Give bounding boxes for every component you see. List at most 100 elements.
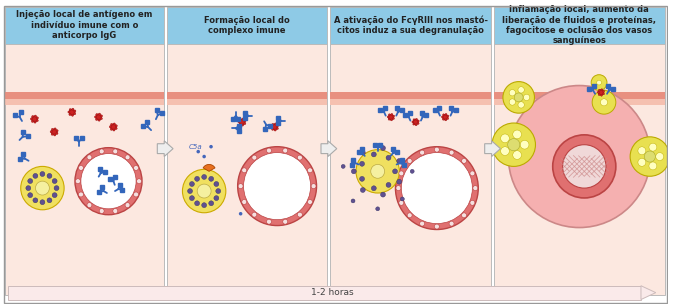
Circle shape xyxy=(417,120,419,122)
Circle shape xyxy=(36,117,38,119)
Circle shape xyxy=(401,152,472,224)
Circle shape xyxy=(244,122,246,124)
Circle shape xyxy=(197,184,211,198)
Circle shape xyxy=(462,158,466,163)
Circle shape xyxy=(311,184,316,188)
Circle shape xyxy=(72,108,74,110)
Circle shape xyxy=(415,124,417,126)
Circle shape xyxy=(113,149,118,154)
Circle shape xyxy=(514,93,523,102)
Circle shape xyxy=(410,169,415,173)
Circle shape xyxy=(274,123,276,125)
Circle shape xyxy=(307,168,313,173)
Circle shape xyxy=(390,119,392,121)
Circle shape xyxy=(524,94,530,101)
Circle shape xyxy=(252,212,257,217)
Circle shape xyxy=(26,186,31,191)
Circle shape xyxy=(381,145,386,151)
Circle shape xyxy=(445,113,447,115)
Circle shape xyxy=(69,109,75,115)
Circle shape xyxy=(276,127,278,130)
Circle shape xyxy=(492,123,535,167)
Circle shape xyxy=(238,121,240,123)
Bar xyxy=(166,92,328,99)
Circle shape xyxy=(99,149,104,154)
Circle shape xyxy=(34,121,36,123)
Circle shape xyxy=(56,132,58,135)
Circle shape xyxy=(202,155,206,158)
Circle shape xyxy=(413,119,419,125)
Circle shape xyxy=(113,123,115,125)
Circle shape xyxy=(111,124,113,126)
Circle shape xyxy=(96,114,102,120)
Circle shape xyxy=(462,213,466,218)
Circle shape xyxy=(56,130,58,132)
Circle shape xyxy=(32,120,34,122)
Bar xyxy=(494,92,665,99)
Circle shape xyxy=(399,171,404,176)
Circle shape xyxy=(113,209,118,213)
Circle shape xyxy=(501,147,510,156)
Circle shape xyxy=(109,126,111,128)
Circle shape xyxy=(33,174,38,178)
Circle shape xyxy=(388,114,394,120)
Circle shape xyxy=(371,164,385,178)
Circle shape xyxy=(274,129,276,131)
Circle shape xyxy=(407,158,412,163)
Circle shape xyxy=(388,118,390,120)
Circle shape xyxy=(202,203,207,208)
Circle shape xyxy=(449,221,454,226)
Circle shape xyxy=(601,99,607,106)
Circle shape xyxy=(68,111,70,113)
Circle shape xyxy=(563,145,606,188)
Circle shape xyxy=(272,128,274,130)
Circle shape xyxy=(445,119,447,121)
Circle shape xyxy=(133,166,138,170)
FancyArrow shape xyxy=(157,141,173,156)
Circle shape xyxy=(94,116,96,118)
Circle shape xyxy=(187,188,193,194)
Circle shape xyxy=(603,90,605,92)
Circle shape xyxy=(52,193,57,198)
Bar xyxy=(166,7,328,44)
Circle shape xyxy=(96,118,98,120)
Circle shape xyxy=(32,116,38,122)
Circle shape xyxy=(239,118,241,120)
Circle shape xyxy=(100,115,102,117)
Circle shape xyxy=(51,133,53,135)
Circle shape xyxy=(69,113,71,116)
Circle shape xyxy=(28,179,32,184)
Circle shape xyxy=(51,129,57,135)
Circle shape xyxy=(214,196,219,201)
Circle shape xyxy=(96,113,98,116)
Circle shape xyxy=(371,152,376,157)
Circle shape xyxy=(596,80,601,85)
Circle shape xyxy=(375,207,379,211)
Circle shape xyxy=(270,126,273,128)
Circle shape xyxy=(508,85,650,228)
Circle shape xyxy=(32,116,34,118)
Circle shape xyxy=(601,89,603,91)
Circle shape xyxy=(412,121,414,123)
Circle shape xyxy=(509,90,516,96)
Circle shape xyxy=(638,147,646,155)
Circle shape xyxy=(508,139,520,151)
Circle shape xyxy=(434,224,439,229)
Circle shape xyxy=(266,148,272,153)
Circle shape xyxy=(513,130,522,139)
Bar xyxy=(330,92,491,99)
Bar xyxy=(494,44,665,295)
FancyArrow shape xyxy=(321,141,337,156)
Circle shape xyxy=(407,213,412,218)
Circle shape xyxy=(392,169,398,174)
Circle shape xyxy=(54,134,56,136)
Circle shape xyxy=(47,174,52,178)
Circle shape xyxy=(391,113,393,115)
Circle shape xyxy=(649,162,657,170)
Circle shape xyxy=(386,182,391,187)
Circle shape xyxy=(656,152,664,160)
Circle shape xyxy=(40,200,45,205)
Bar xyxy=(330,92,491,105)
Circle shape xyxy=(371,186,376,191)
Circle shape xyxy=(73,113,75,115)
